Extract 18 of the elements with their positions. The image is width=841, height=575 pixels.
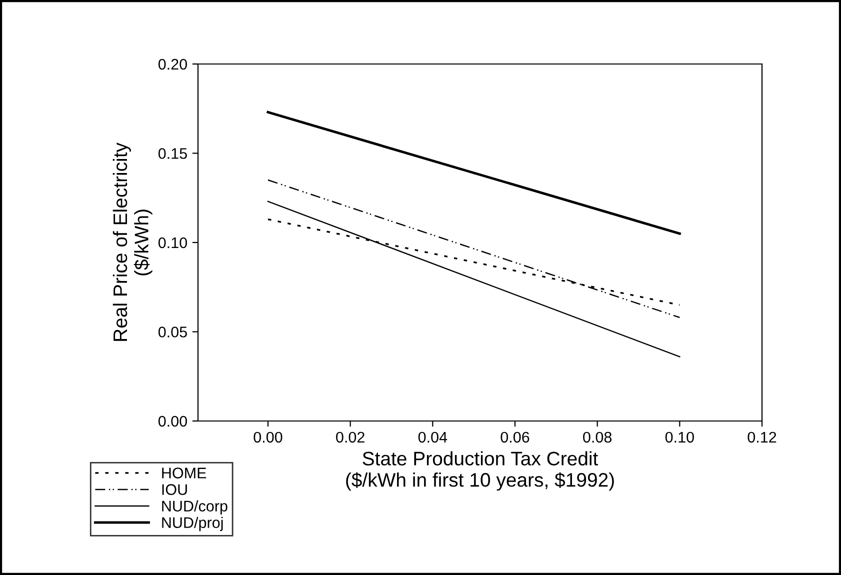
legend-label: NUD/corp	[162, 500, 228, 515]
x-axis-title: State Production Tax Credit ($/kWh in first 10 years, $1992)	[346, 451, 614, 491]
x-tick-label: 0.12	[748, 432, 776, 443]
legend-label: HOME	[162, 468, 206, 478]
x-tick-label: 0.02	[336, 432, 364, 443]
x-tick-label: 0.00	[254, 432, 282, 443]
y-tick-label: 0.05	[158, 326, 187, 338]
y-tick-label: 0.00	[158, 416, 187, 427]
legend-label: IOU	[162, 484, 187, 495]
y-axis-title: Real Price of Electricity ($/kWh)	[112, 142, 152, 341]
x-tick-label: 0.04	[418, 432, 448, 443]
x-tick-label: 0.10	[665, 432, 694, 443]
y-tick-label: 0.15	[158, 148, 187, 159]
x-tick-label: 0.06	[500, 432, 530, 443]
legend-label: NUD/proj	[162, 516, 223, 532]
x-tick-label: 0.08	[583, 432, 612, 443]
y-tick-label: 0.10	[158, 237, 187, 248]
y-tick-label: 0.20	[158, 58, 187, 70]
